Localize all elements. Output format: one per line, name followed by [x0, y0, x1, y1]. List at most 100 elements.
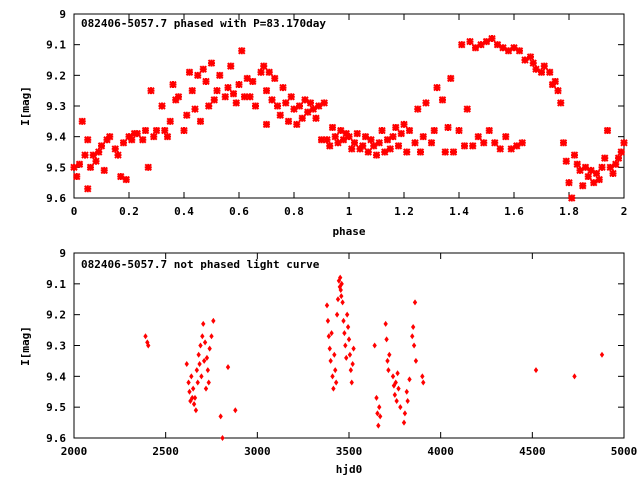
data-point — [598, 163, 606, 172]
data-point — [343, 342, 348, 349]
data-point — [329, 330, 334, 337]
data-point — [243, 74, 251, 83]
data-point — [143, 333, 148, 340]
data-point — [209, 333, 214, 340]
data-point — [420, 373, 425, 380]
data-point — [502, 132, 510, 141]
x-tick-label: 4000 — [427, 445, 454, 458]
data-point — [235, 80, 243, 89]
data-point — [304, 108, 312, 116]
data-point — [397, 129, 405, 138]
data-point — [73, 172, 81, 181]
data-point — [202, 339, 208, 346]
data-point — [488, 34, 496, 43]
data-point — [612, 160, 620, 168]
data-point — [412, 299, 418, 306]
data-point — [205, 102, 213, 110]
data-point — [579, 182, 587, 190]
data-point — [617, 148, 625, 156]
y-tick-label: 9.2 — [46, 69, 66, 82]
data-point — [238, 47, 246, 55]
data-point — [340, 299, 345, 306]
x-tick-label: 1 — [346, 205, 353, 218]
data-point — [106, 132, 114, 141]
data-point — [387, 351, 392, 358]
y-tick-label: 9.4 — [46, 131, 66, 144]
data-point — [207, 345, 212, 352]
data-point — [581, 163, 590, 172]
data-point — [81, 151, 89, 159]
x-tick-label: 0.4 — [174, 205, 194, 218]
data-point — [510, 44, 518, 52]
data-point — [262, 86, 271, 95]
data-point — [279, 83, 287, 92]
data-point — [189, 373, 194, 380]
data-point — [375, 410, 380, 417]
data-point — [84, 185, 92, 193]
data-points — [70, 34, 628, 202]
x-axis-title: hjd0 — [336, 463, 363, 476]
data-point — [414, 105, 422, 113]
data-point — [205, 367, 211, 374]
data-point — [220, 434, 225, 442]
data-point — [606, 163, 614, 172]
x-tick-label: 0 — [71, 205, 78, 218]
data-point — [372, 342, 377, 349]
data-point — [325, 317, 331, 324]
x-tick-label: 4500 — [519, 445, 546, 458]
data-point — [455, 126, 463, 135]
unphased-light-curve-chart: 082406-5057.7 not phased light curve hjd… — [19, 247, 637, 476]
data-point — [480, 139, 488, 147]
data-point — [202, 77, 210, 86]
data-point — [405, 397, 410, 405]
data-point — [327, 345, 332, 352]
data-point — [333, 367, 338, 374]
data-point — [147, 86, 155, 95]
data-point — [411, 139, 419, 147]
x-tick-label: 1.2 — [394, 205, 414, 218]
data-point — [427, 139, 436, 147]
y-axis-title: I[mag] — [19, 326, 32, 366]
data-point — [117, 172, 125, 181]
data-points — [143, 274, 605, 442]
data-point — [344, 354, 349, 361]
data-point — [350, 360, 355, 368]
data-point — [273, 102, 282, 110]
chart-title: 082406-5057.7 not phased light curve — [81, 258, 320, 271]
data-point — [342, 330, 347, 337]
y-tick-label: 9.6 — [46, 432, 66, 445]
data-point — [348, 145, 356, 153]
data-point — [526, 53, 535, 61]
data-point — [460, 142, 469, 150]
data-point — [584, 172, 592, 181]
y-tick-label: 9.6 — [46, 192, 66, 205]
data-point — [532, 65, 540, 73]
data-point — [398, 404, 403, 411]
data-point — [601, 154, 609, 162]
data-point — [518, 139, 526, 147]
data-point — [211, 317, 216, 324]
data-point — [421, 379, 426, 386]
data-point — [78, 117, 86, 126]
data-point — [378, 126, 386, 135]
data-point — [201, 357, 207, 364]
data-point — [276, 111, 284, 119]
data-point — [232, 99, 240, 107]
data-point — [339, 293, 344, 300]
data-point — [331, 385, 336, 392]
data-point — [537, 68, 546, 76]
data-point — [89, 151, 97, 159]
data-point — [359, 142, 367, 150]
data-point — [396, 385, 401, 392]
data-point — [599, 351, 605, 358]
data-point — [328, 357, 333, 364]
data-point — [196, 351, 201, 358]
data-point — [227, 62, 235, 70]
data-point — [195, 379, 200, 386]
data-point — [416, 148, 425, 156]
data-point — [376, 422, 381, 429]
data-point — [377, 404, 382, 411]
data-point — [614, 154, 623, 162]
data-point — [200, 333, 205, 340]
